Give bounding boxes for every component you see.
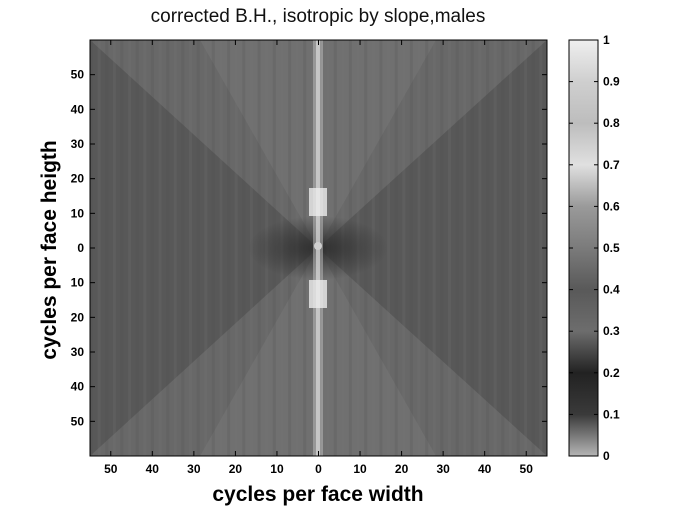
heatmap-stripe xyxy=(166,40,170,456)
heatmap-dark-right-lower xyxy=(318,248,547,456)
heatmap-stripe xyxy=(120,40,124,456)
chart-title: corrected B.H., isotropic by slope,males xyxy=(151,6,486,27)
heatmap-stripe xyxy=(128,40,132,456)
heatmap-stripe xyxy=(211,40,215,456)
x-tick-label: 10 xyxy=(353,462,367,476)
heatmap-stripe xyxy=(173,40,177,456)
x-tick-label: 50 xyxy=(104,462,118,476)
y-tick-label: 50 xyxy=(71,68,85,82)
heatmap-image xyxy=(90,40,547,456)
heatmap-stripe xyxy=(447,40,451,456)
heatmap-stripe xyxy=(516,40,520,456)
y-tick-label: 10 xyxy=(71,206,85,220)
colorbar: 0 0.1 0.2 0.3 0.4 0.5 0.6 0.7 0.8 0.9 1 xyxy=(568,33,620,463)
x-tick-label: 20 xyxy=(229,462,243,476)
y-tick-label: 20 xyxy=(71,310,85,324)
y-axis-label: cycles per face heigth xyxy=(38,140,61,359)
heatmap-stripe xyxy=(539,40,543,456)
colorbar-tick-label: 0.4 xyxy=(603,283,620,297)
heatmap-dark-left-upper xyxy=(90,40,318,248)
heatmap-origin-spot xyxy=(314,242,322,250)
heatmap-stripe xyxy=(486,40,490,456)
colorbar-tick-label: 0.8 xyxy=(603,116,620,130)
heatmap-stripe xyxy=(150,40,154,456)
x-tick-label: 0 xyxy=(315,462,322,476)
heatmap-stripe xyxy=(463,40,467,456)
y-tick-label: 30 xyxy=(71,345,85,359)
heatmap-stripe xyxy=(455,40,459,456)
heatmap-stripe xyxy=(158,40,162,456)
heatmap-stripe xyxy=(105,40,109,456)
x-axis: 50 40 30 20 10 0 10 20 30 40 50 xyxy=(104,40,533,476)
heatmap-stripe xyxy=(181,40,185,456)
colorbar-tick-label: 0.9 xyxy=(603,75,620,89)
colorbar-tick-label: 0.1 xyxy=(603,407,620,421)
y-axis: 50 40 30 20 10 0 10 20 30 40 50 xyxy=(71,68,547,428)
heatmap-stripe xyxy=(97,40,101,456)
x-tick-label: 30 xyxy=(187,462,201,476)
heatmap-stripe xyxy=(501,40,505,456)
colorbar-tick-label: 0 xyxy=(603,449,610,463)
heatmap-stripe xyxy=(234,40,238,456)
heatmap-stripe xyxy=(409,40,413,456)
x-tick-label: 20 xyxy=(395,462,409,476)
heatmap-stripe xyxy=(394,40,398,456)
colorbar-tick-label: 0.5 xyxy=(603,241,620,255)
y-tick-label: 40 xyxy=(71,380,85,394)
heatmap-stripe xyxy=(219,40,223,456)
heatmap-stripe xyxy=(242,40,246,456)
heatmap-stripe xyxy=(440,40,444,456)
colorbar-tick-label: 0.2 xyxy=(603,366,620,380)
colorbar-tick-label: 0.3 xyxy=(603,324,620,338)
heatmap-stripe xyxy=(432,40,436,456)
heatmap-peak-upper xyxy=(309,188,327,216)
colorbar-tick-label: 0.7 xyxy=(603,158,620,172)
heatmap-stripe xyxy=(478,40,482,456)
heatmap-stripe xyxy=(135,40,139,456)
colorbar-ticks: 0 0.1 0.2 0.3 0.4 0.5 0.6 0.7 0.8 0.9 1 xyxy=(569,33,620,463)
heatmap-peak-lower xyxy=(309,280,327,308)
y-tick-label: 20 xyxy=(71,172,85,186)
colorbar-tick-label: 0.6 xyxy=(603,199,620,213)
heatmap-dark-right-upper xyxy=(318,40,547,248)
heatmap-stripe xyxy=(227,40,231,456)
x-tick-label: 10 xyxy=(270,462,284,476)
x-axis-label: cycles per face width xyxy=(212,483,423,506)
y-tick-label: 50 xyxy=(71,414,85,428)
heatmap-stripe xyxy=(417,40,421,456)
x-tick-label: 30 xyxy=(436,462,450,476)
heatmap-stripe xyxy=(470,40,474,456)
heatmap-stripe xyxy=(402,40,406,456)
y-tick-label: 30 xyxy=(71,137,85,151)
heatmap-stripe xyxy=(425,40,429,456)
heatmap-stripe xyxy=(531,40,535,456)
colorbar-tick-label: 1 xyxy=(603,33,610,47)
x-tick-label: 40 xyxy=(478,462,492,476)
x-tick-label: 40 xyxy=(146,462,160,476)
heatmap-stripe xyxy=(189,40,193,456)
heatmap-stripe xyxy=(508,40,512,456)
colorbar-gradient xyxy=(568,39,599,457)
y-tick-label: 40 xyxy=(71,102,85,116)
y-tick-label: 0 xyxy=(77,241,84,255)
heatmap-stripe xyxy=(493,40,497,456)
heatmap-stripe xyxy=(387,40,391,456)
heatmap-stripe xyxy=(196,40,200,456)
heatmap-stripe xyxy=(524,40,528,456)
heatmap-stripe xyxy=(143,40,147,456)
heatmap-stripe xyxy=(204,40,208,456)
heatmap-dark-left-lower xyxy=(90,248,318,456)
x-tick-label: 50 xyxy=(520,462,534,476)
heatmap-stripe xyxy=(112,40,116,456)
y-tick-label: 10 xyxy=(71,276,85,290)
